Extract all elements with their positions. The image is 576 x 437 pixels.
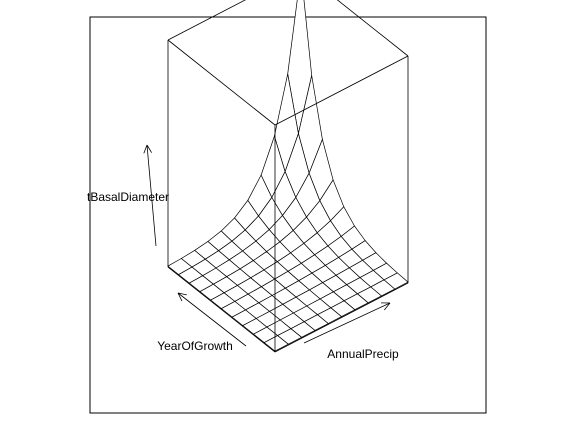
y-axis-label: AnnualPrecip — [327, 347, 399, 361]
z-axis-arrow-head — [144, 145, 147, 153]
x-axis-label: YearOfGrowth — [157, 339, 233, 353]
box-edge — [168, 0, 301, 40]
box-edge — [301, 0, 408, 56]
surface-mesh — [168, 0, 408, 351]
z-axis-label: tBasalDiameter — [87, 190, 169, 204]
box-edge — [168, 40, 275, 125]
